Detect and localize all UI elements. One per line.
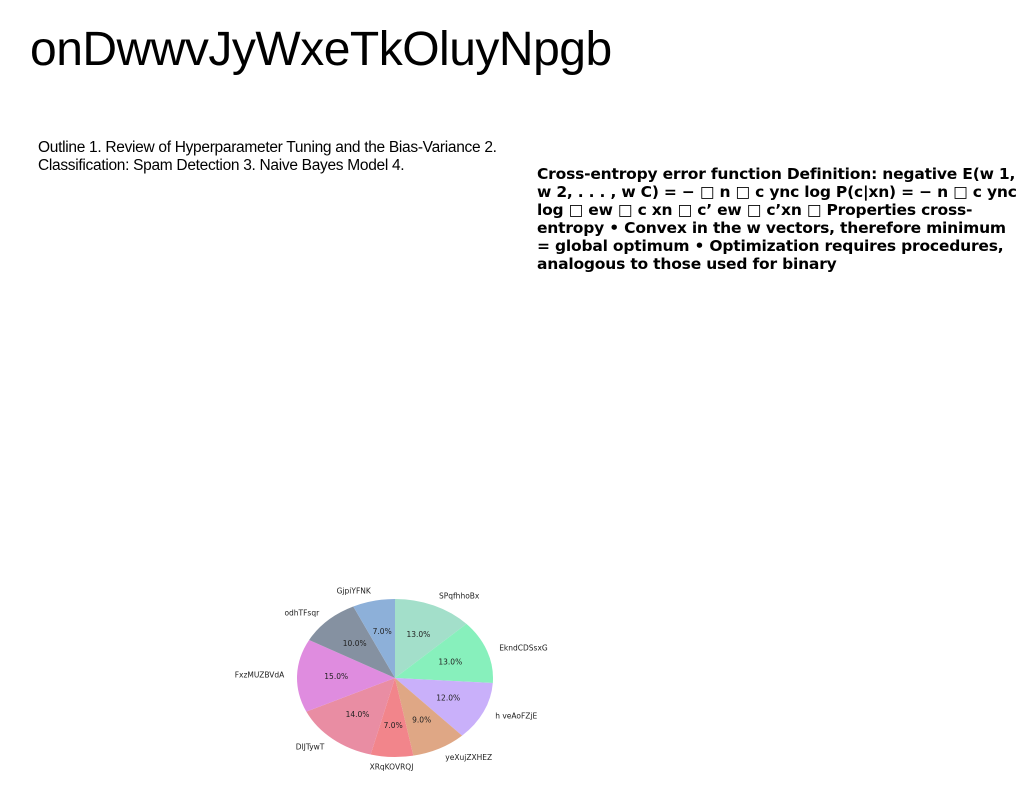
- slide-title: onDwwvJyWxeTkOluyNpgb: [30, 23, 612, 76]
- pie-slice-category-label: FxzMUZBVdA: [235, 671, 285, 680]
- pie-slice-percent-label: 15.0%: [324, 672, 348, 681]
- pie-chart: 13.0% SPqfhhoBx 13.0% EkndCDSsxG 12.0% h veAo…: [220, 582, 580, 787]
- pie-slice: [370, 678, 414, 757]
- pie-chart-svg: 13.0% SPqfhhoBx 13.0% EkndCDSsxG 12.0% h veAo…: [235, 586, 548, 772]
- pie-slice: [395, 623, 494, 683]
- pie-slice: [395, 678, 493, 736]
- pie-slice-category-label: EkndCDSsxG: [499, 643, 548, 652]
- pie-slice-percent-label: 7.0%: [384, 721, 403, 730]
- pie-slice: [353, 599, 395, 678]
- pie-slice-category-label: XRqKOVRQJ: [370, 763, 414, 772]
- pie-slice-percent-label: 14.0%: [346, 710, 370, 719]
- pie-slice-category-label: GjpiYFNK: [337, 586, 372, 595]
- pie-slice-category-label: DlJTywT: [296, 742, 325, 751]
- pie-slice-category-label: odhTFsqr: [284, 608, 320, 617]
- pie-slice-category-label: SPqfhhoBx: [439, 592, 480, 601]
- pie-slice-percent-label: 10.0%: [343, 639, 367, 648]
- pie-slice: [395, 599, 467, 678]
- pie-slice: [306, 678, 395, 755]
- pie-slice: [296, 639, 395, 712]
- pie-slice-percent-label: 9.0%: [412, 716, 431, 725]
- pie-slice-percent-label: 13.0%: [406, 630, 430, 639]
- pie-slice-percent-label: 13.0%: [438, 657, 462, 666]
- pie-slice-category-label: h veAoFZjE: [495, 712, 537, 721]
- outline-text: Outline 1. Review of Hyperparameter Tuni…: [38, 139, 497, 174]
- pie-slice-percent-label: 7.0%: [373, 627, 392, 636]
- pie-slice-percent-label: 12.0%: [436, 694, 460, 703]
- pie-slice: [395, 678, 463, 756]
- pie-slice: [309, 606, 395, 678]
- cross-entropy-text: Cross-entropy error function Definition:…: [537, 165, 1017, 273]
- pie-slice-category-label: yeXujZXHEZ: [445, 753, 492, 762]
